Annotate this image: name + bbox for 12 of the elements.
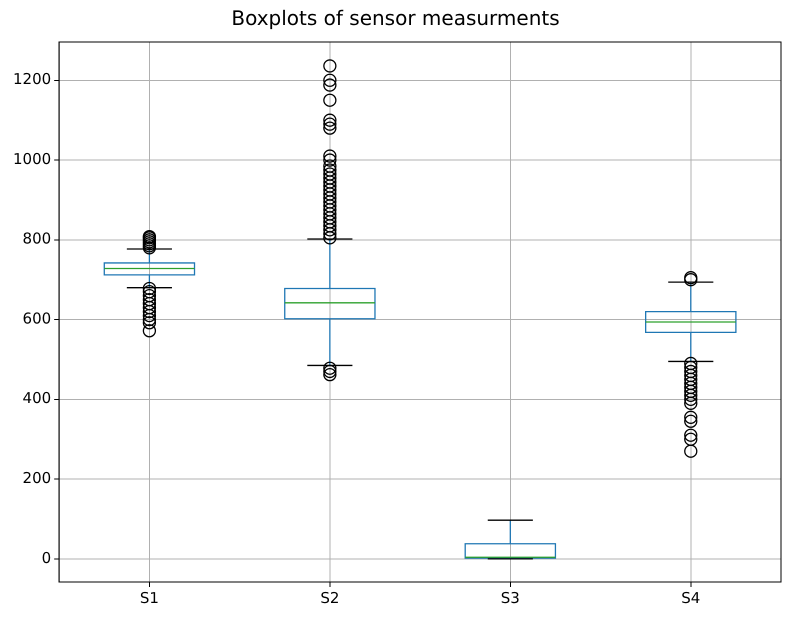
y-tick-label: 1000 [12, 150, 52, 168]
y-tick-label: 200 [22, 468, 52, 487]
y-tick-label: 0 [42, 548, 52, 567]
x-tick-label: S3 [500, 588, 520, 607]
y-tick-label: 600 [22, 309, 52, 328]
x-tick-label: S2 [320, 588, 340, 607]
x-tick-label: S4 [681, 588, 700, 607]
x-tick-label: S1 [140, 588, 159, 607]
y-tick-label: 400 [22, 389, 52, 408]
y-tick-label: 1200 [12, 70, 52, 88]
chart-title: Boxplots of sensor measurments [231, 6, 560, 30]
y-tick-label: 800 [22, 230, 52, 248]
